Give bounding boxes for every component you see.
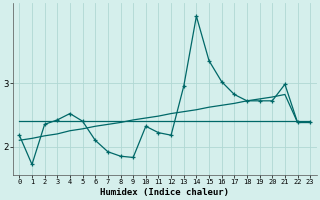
- X-axis label: Humidex (Indice chaleur): Humidex (Indice chaleur): [100, 188, 229, 197]
